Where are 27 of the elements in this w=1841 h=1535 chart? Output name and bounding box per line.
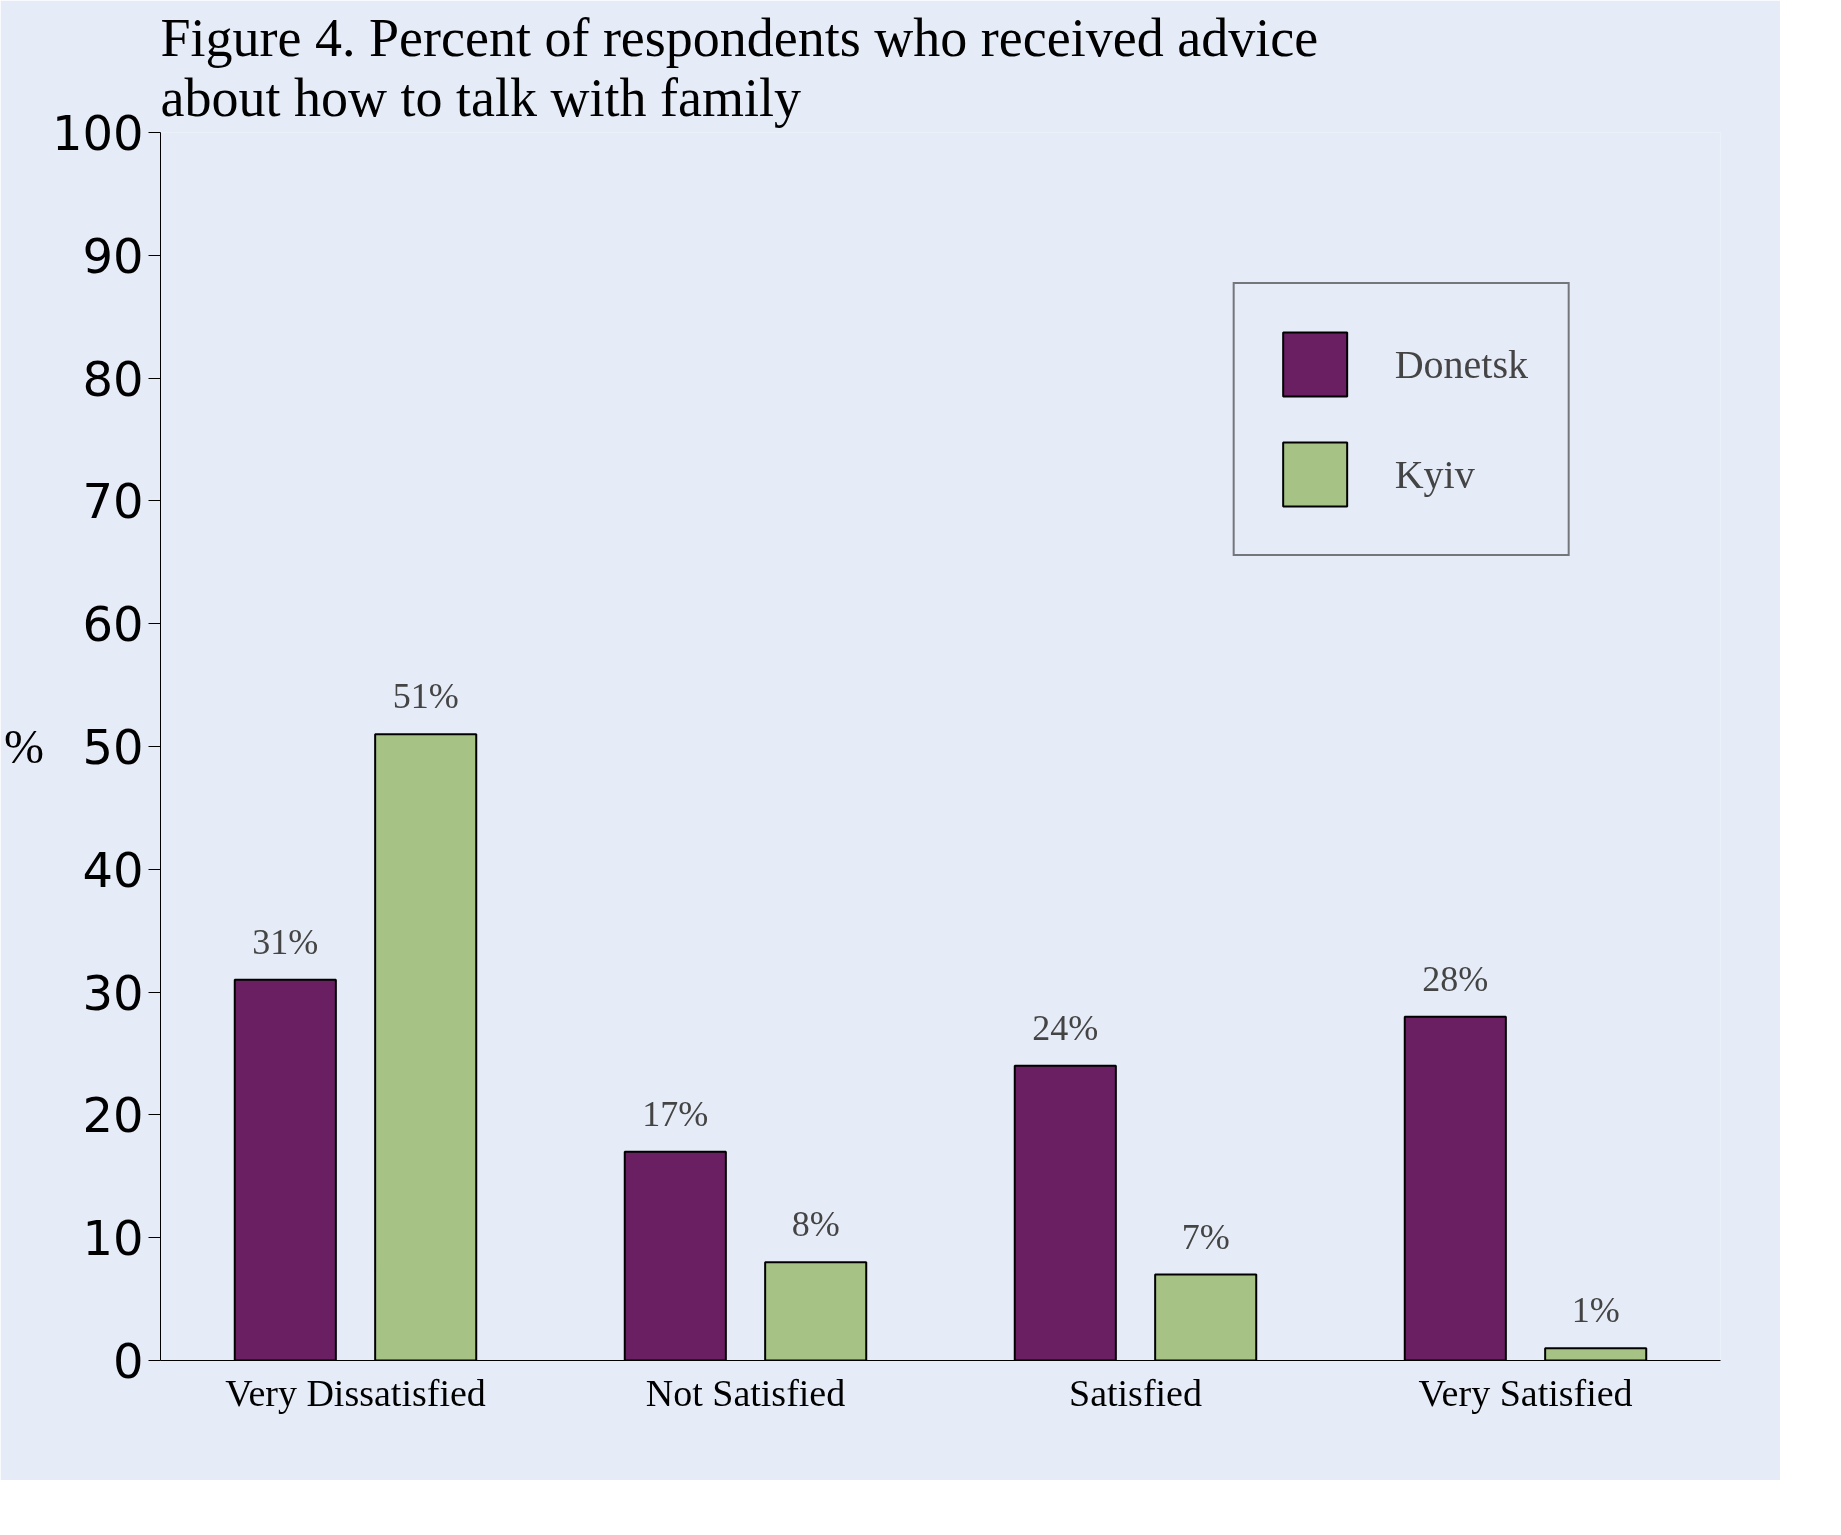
y-axis-title: % [3, 720, 44, 773]
y-tick-label: 10 [82, 1210, 144, 1267]
legend-label: Donetsk [1394, 340, 1528, 388]
y-tick-label: 40 [82, 841, 144, 898]
y-tick-label: 60 [82, 596, 144, 653]
x-tick-label: Very Satisfied [1418, 1371, 1633, 1414]
data-label: 17% [642, 1093, 709, 1134]
y-tick-label: 100 [51, 105, 144, 161]
y-tick-label: 80 [82, 350, 144, 407]
x-tick-label: Very Dissatisfied [225, 1371, 486, 1414]
y-tick-label: 70 [82, 473, 144, 530]
y-tick-label: 30 [82, 964, 144, 1021]
y-tick-label: 90 [82, 227, 144, 284]
data-label: 51% [392, 676, 459, 717]
legend-label: Kyiv [1394, 450, 1475, 498]
y-tick-label: 50 [82, 719, 144, 775]
data-label: 7% [1181, 1216, 1230, 1257]
y-tick-label: 0 [112, 1333, 144, 1389]
y-tick-label: 20 [82, 1087, 144, 1144]
data-label: 24% [1032, 1007, 1099, 1048]
x-tick-label: Not Satisfied [645, 1371, 846, 1414]
data-label: 8% [791, 1204, 840, 1245]
data-label: 1% [1571, 1290, 1620, 1331]
x-tick-label: Satisfied [1069, 1371, 1202, 1414]
data-label: 28% [1422, 958, 1489, 999]
chart-title: Figure 4. Percent of respondents who received advice about how to talk with family [160, 7, 1319, 128]
data-label: 31% [252, 921, 319, 962]
